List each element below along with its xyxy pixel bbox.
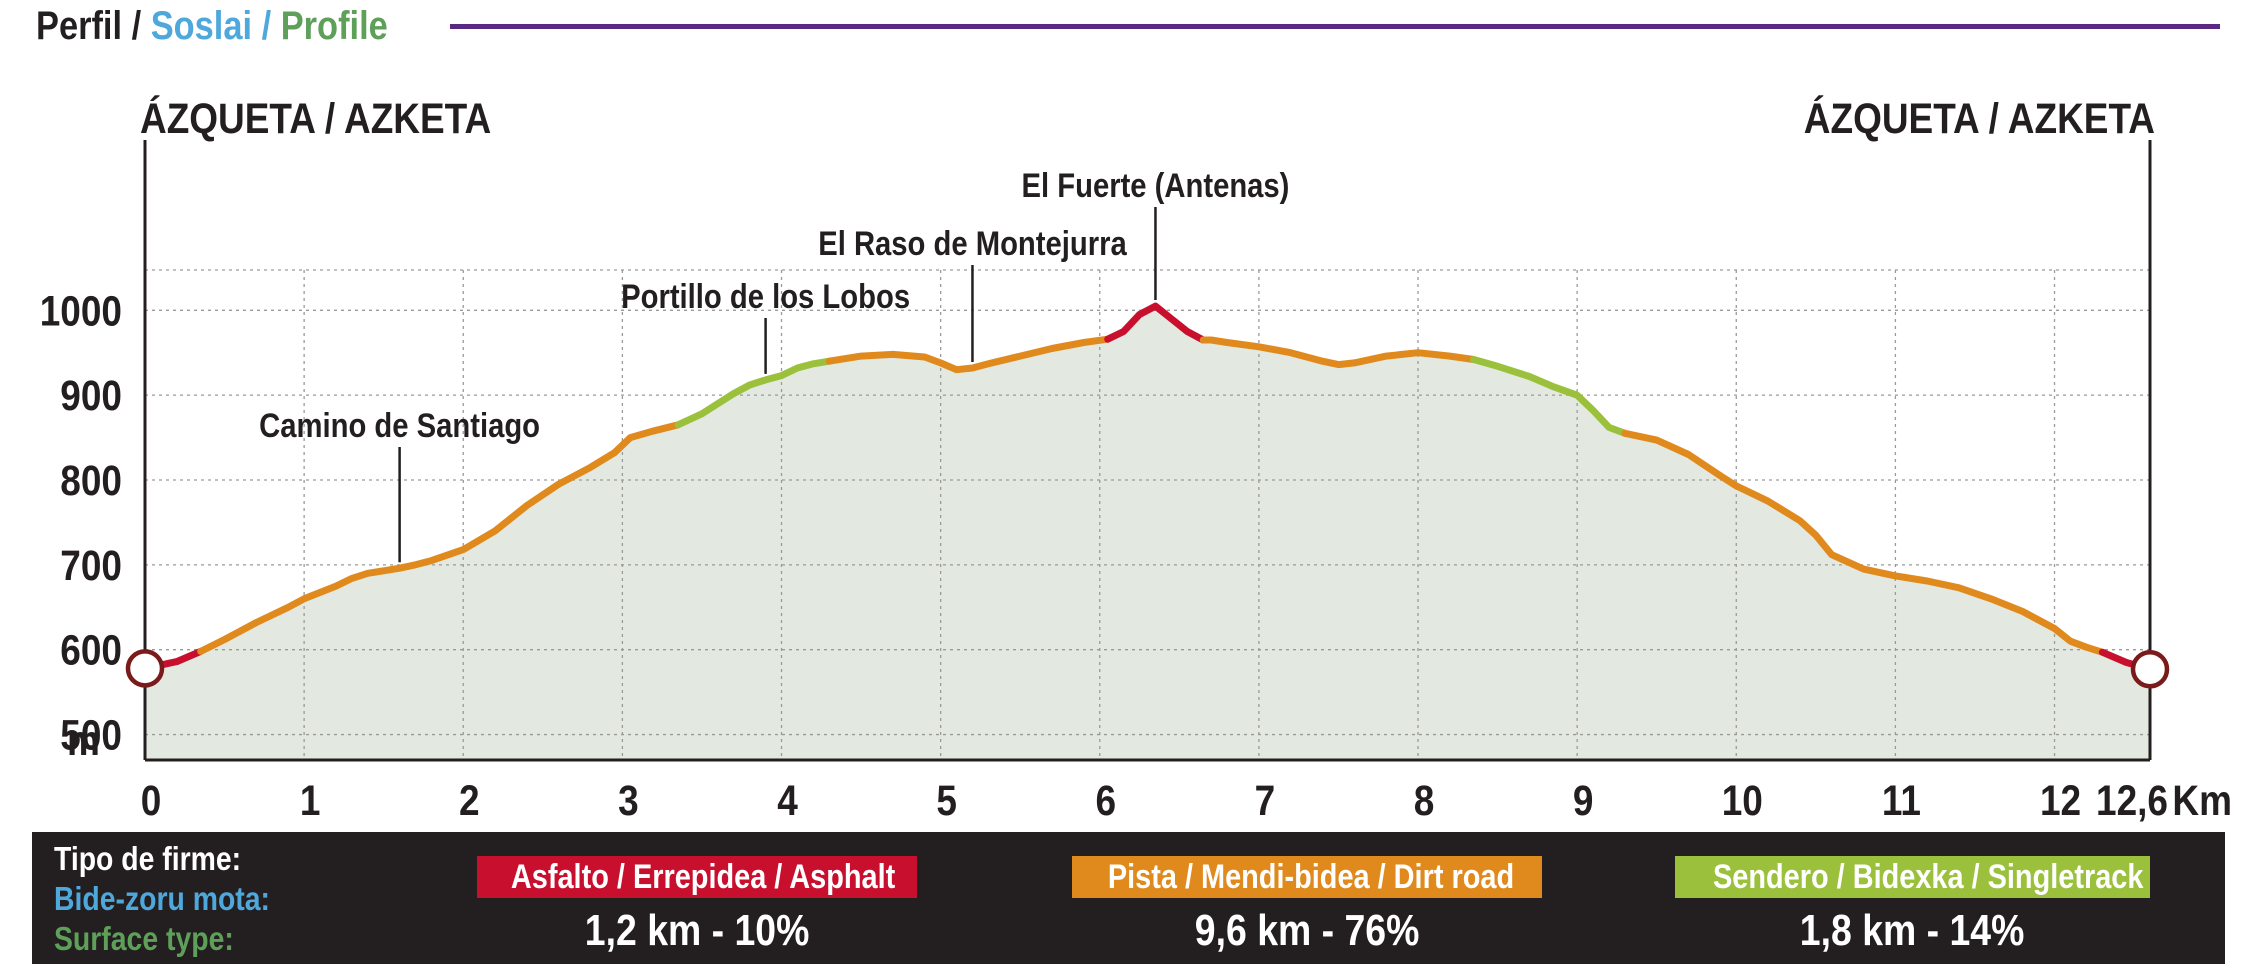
legend-stat-singletrack-text: 1,8 km - 14% bbox=[1800, 906, 2025, 955]
surface-legend: Tipo de firme: Bide-zoru mota: Surface t… bbox=[32, 832, 2225, 964]
profile-line-asphalt bbox=[1104, 302, 1207, 344]
x-tick-label: 9 bbox=[1573, 777, 1594, 824]
page-title: Perfil / Soslai / Profile bbox=[36, 4, 388, 49]
tick-labels-layer: 0 1 2 3 4 5 6 7 8 9 10 11 12 12,6 Km500600700800900100… bbox=[40, 288, 2232, 825]
legend-badge-asphalt: Asfalto / Errepidea / Asphalt bbox=[477, 856, 917, 898]
elevation-profile-chart: Camino de Santiago Portillo de los Lobos E… bbox=[40, 94, 2232, 825]
page-header: Perfil / Soslai / Profile bbox=[0, 0, 2247, 60]
profile-area-layer bbox=[145, 306, 2150, 760]
endpoints-layer: ÁZQUETA / AZKETA ÁZQUETA / AZKETA bbox=[125, 94, 2170, 689]
legend-label-asphalt: Asfalto / Errepidea / Asphalt bbox=[510, 858, 896, 896]
legend-heading-es: Tipo de firme: bbox=[54, 840, 242, 877]
x-tick-label: 5 bbox=[936, 777, 957, 824]
x-tick-label: 4 bbox=[777, 777, 798, 824]
y-unit-label: m bbox=[67, 717, 100, 764]
annotations-layer: Camino de Santiago Portillo de los Lobos E… bbox=[259, 166, 1290, 563]
annotation-label: Camino de Santiago bbox=[259, 406, 540, 445]
profile-line-dirt bbox=[1199, 336, 1478, 369]
legend-badge-singletrack: Sendero / Bidexka / Singletrack bbox=[1675, 856, 2150, 898]
title-part-eu: Soslai / bbox=[150, 4, 281, 48]
legend-stat-dirt: 9,6 km - 76% bbox=[1072, 904, 1542, 958]
x-tick-label: 12 bbox=[2040, 777, 2081, 824]
annotation-label: El Raso de Montejurra bbox=[818, 224, 1127, 263]
endpoint-marker bbox=[2130, 649, 2170, 689]
endpoint-marker bbox=[125, 649, 165, 688]
legend-stat-asphalt-text: 1,2 km - 10% bbox=[584, 906, 810, 955]
x-tick-label: 12,6 bbox=[2096, 777, 2168, 824]
annotation-label: Portillo de los Lobos bbox=[621, 277, 910, 316]
endpoint-label: ÁZQUETA / AZKETA bbox=[140, 94, 491, 142]
profile-line-dirt bbox=[825, 335, 1112, 374]
legend-label-dirt: Pista / Mendi-bidea / Dirt road bbox=[1107, 858, 1515, 896]
legend-heading-eu: Bide-zoru mota: bbox=[54, 880, 271, 917]
x-tick-label: 2 bbox=[459, 777, 480, 824]
header-divider bbox=[450, 24, 2220, 29]
legend-label-singletrack: Sendero / Bidexka / Singletrack bbox=[1712, 858, 2144, 896]
legend-stat-dirt-text: 9,6 km - 76% bbox=[1194, 906, 1420, 955]
x-tick-label: 8 bbox=[1414, 777, 1435, 824]
legend-stat-singletrack: 1,8 km - 14% bbox=[1675, 904, 2150, 958]
legend-stat-asphalt: 1,2 km - 10% bbox=[477, 904, 917, 958]
x-tick-label: 0 bbox=[141, 777, 162, 824]
x-tick-label: 10 bbox=[1722, 777, 1763, 824]
title-part-es: Perfil / bbox=[36, 4, 151, 48]
x-tick-label: 3 bbox=[618, 777, 639, 824]
profile-line-singletrack bbox=[674, 357, 833, 429]
y-tick-label: 1000 bbox=[40, 288, 122, 335]
profile-area bbox=[145, 306, 2150, 760]
legend-heading-en: Surface type: bbox=[54, 920, 234, 957]
legend-badge-dirt: Pista / Mendi-bidea / Dirt road bbox=[1072, 856, 1542, 898]
profile-line-dirt bbox=[1621, 429, 2106, 656]
title-part-en: Profile bbox=[280, 4, 388, 48]
y-tick-label: 800 bbox=[60, 457, 122, 504]
x-tick-label: 7 bbox=[1255, 777, 1276, 824]
x-tick-label: 1 bbox=[300, 777, 321, 824]
x-tick-label: 11 bbox=[1882, 777, 1921, 824]
endpoint-label: ÁZQUETA / AZKETA bbox=[1804, 94, 2155, 142]
y-tick-label: 700 bbox=[60, 542, 122, 589]
y-tick-label: 900 bbox=[60, 373, 122, 420]
y-tick-label: 500 bbox=[60, 712, 122, 759]
profile-line-dirt bbox=[197, 421, 682, 655]
x-unit-label: Km bbox=[2172, 777, 2232, 824]
profile-line-singletrack bbox=[1470, 356, 1629, 437]
annotation-label: El Fuerte (Antenas) bbox=[1022, 166, 1290, 205]
x-tick-label: 6 bbox=[1095, 777, 1116, 824]
y-tick-label: 600 bbox=[60, 627, 122, 674]
